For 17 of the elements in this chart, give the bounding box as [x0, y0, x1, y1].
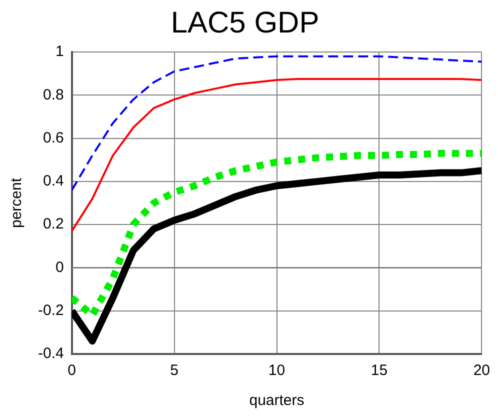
y-axis-title: percent — [8, 177, 26, 228]
y-tick-label: 0.8 — [42, 86, 64, 104]
x-tick-label: 20 — [473, 362, 490, 380]
x-axis-title: quarters — [249, 392, 304, 410]
y-tick-label: -0.2 — [38, 302, 64, 319]
y-tick-label: 1 — [56, 43, 64, 60]
x-tick-label: 10 — [268, 362, 286, 380]
x-tick-label: 5 — [170, 362, 178, 380]
x-tick-label: 15 — [370, 362, 388, 380]
y-tick-label: 0.4 — [42, 172, 64, 190]
line-series — [72, 55, 482, 192]
chart-title: LAC5 GDP — [170, 6, 320, 40]
x-tick-label: 0 — [68, 362, 76, 380]
y-tick-label: 0.2 — [42, 216, 64, 233]
y-tick-label: -0.4 — [38, 345, 64, 362]
y-tick-label: 0 — [56, 258, 64, 276]
y-tick-label: 0.6 — [42, 129, 64, 146]
